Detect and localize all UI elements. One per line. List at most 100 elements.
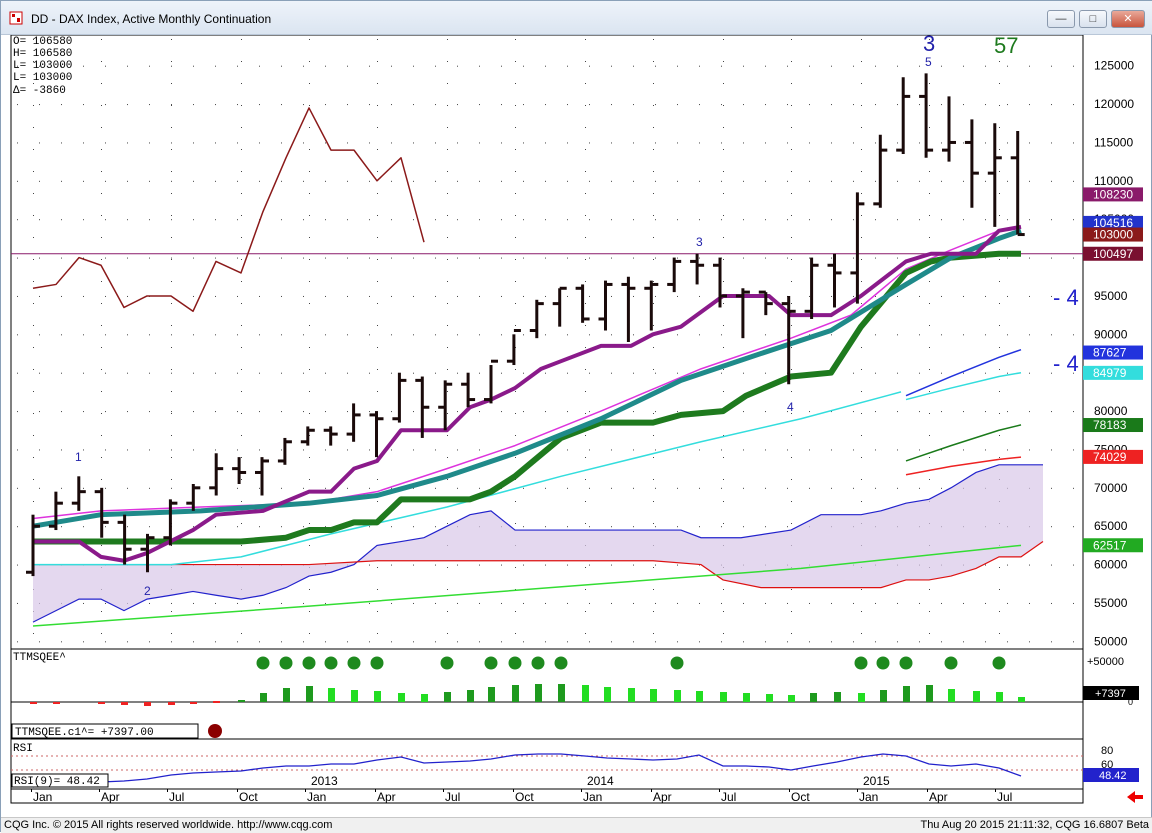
grid-dot: [633, 295, 634, 297]
grid-dot: [567, 641, 568, 643]
grid-dot: [435, 334, 436, 336]
ttm-squeeze-dot: [302, 656, 316, 670]
grid-dot: [515, 149, 516, 150]
grid-dot: [39, 142, 40, 144]
grid-dot: [853, 257, 854, 259]
grid-dot: [105, 372, 106, 374]
grid-dot: [127, 526, 128, 528]
price-tick-label: 50000: [1094, 634, 1128, 648]
grid-dot: [215, 295, 216, 297]
grid-dot: [677, 449, 678, 451]
grid-dot: [39, 180, 40, 182]
chart-svg[interactable]: O= 106580 H= 106580 L= 103000 L= 103000 …: [1, 31, 1152, 817]
grid-dot: [963, 295, 964, 297]
grid-dot: [567, 219, 568, 221]
grid-dot: [941, 65, 942, 67]
grid-dot: [281, 411, 282, 413]
grid-dot: [929, 435, 930, 436]
grid-dot: [303, 257, 304, 259]
title-bar[interactable]: DD - DAX Index, Active Monthly Continuat…: [1, 1, 1152, 35]
grid-dot: [369, 295, 370, 297]
grid-dot: [171, 180, 172, 182]
grid-dot: [309, 105, 310, 106]
grid-dot: [999, 149, 1000, 150]
ttm-squeeze-dot: [554, 656, 568, 670]
grid-dot: [347, 641, 348, 643]
grid-dot: [897, 487, 898, 489]
minimize-button[interactable]: —: [1047, 10, 1075, 28]
time-axis-tick: [443, 789, 444, 792]
grid-dot: [699, 295, 700, 297]
grid-dot: [633, 104, 634, 106]
grid-dot: [633, 487, 634, 489]
grid-dot: [567, 526, 568, 528]
grid-dot: [985, 295, 986, 297]
grid-dot: [677, 526, 678, 528]
ttm-histogram-bar: [467, 690, 474, 702]
grid-dot: [831, 104, 832, 106]
maximize-button[interactable]: □: [1079, 10, 1107, 28]
grid-dot: [633, 65, 634, 67]
grid-dot: [369, 65, 370, 67]
grid-dot: [447, 193, 448, 194]
grid-dot: [447, 39, 448, 40]
grid-dot: [309, 215, 310, 216]
grid-dot: [589, 257, 590, 259]
grid-dot: [391, 295, 392, 297]
grid-dot: [413, 219, 414, 221]
scroll-right-arrow-icon[interactable]: [1127, 791, 1143, 803]
grid-dot: [723, 149, 724, 150]
grid-dot: [1073, 372, 1074, 374]
grid-dot: [853, 142, 854, 144]
chart-area[interactable]: O= 106580 H= 106580 L= 103000 L= 103000 …: [1, 31, 1152, 817]
grid-dot: [791, 501, 792, 502]
grid-dot: [653, 83, 654, 84]
grid-dot: [677, 180, 678, 182]
grid-dot: [633, 219, 634, 221]
grid-dot: [523, 257, 524, 259]
grid-dot: [919, 334, 920, 336]
grid-dot: [171, 219, 172, 221]
grid-dot: [325, 526, 326, 528]
ttm-squeeze-dot: [992, 656, 1006, 670]
grid-dot: [83, 219, 84, 221]
grid-dot: [515, 523, 516, 524]
ttm-squeeze-dot: [531, 656, 545, 670]
grid-dot: [281, 257, 282, 259]
ttm-histogram-bar: [328, 688, 335, 702]
grid-dot: [791, 127, 792, 128]
grid-dot: [457, 372, 458, 374]
grid-dot: [699, 65, 700, 67]
grid-dot: [369, 142, 370, 144]
grid-dot: [721, 526, 722, 528]
grid-dot: [653, 435, 654, 436]
grid-dot: [105, 602, 106, 604]
grid-dot: [33, 369, 34, 370]
grid-dot: [743, 372, 744, 374]
grid-dot: [523, 104, 524, 106]
grid-dot: [369, 449, 370, 451]
grid-dot: [653, 39, 654, 40]
grid-dot: [999, 435, 1000, 436]
grid-dot: [985, 641, 986, 643]
grid-dot: [999, 611, 1000, 612]
grid-dot: [413, 295, 414, 297]
wave-label-57: 57: [994, 35, 1018, 58]
grid-dot: [1051, 564, 1052, 566]
grid-dot: [377, 325, 378, 326]
grid-dot: [303, 295, 304, 297]
grid-dot: [831, 65, 832, 67]
grid-dot: [193, 526, 194, 528]
grid-dot: [259, 411, 260, 413]
grid-dot: [545, 564, 546, 566]
price-axis[interactable]: 1250001200001150001100001050009500090000…: [1094, 59, 1134, 649]
grid-dot: [325, 372, 326, 374]
grid-dot: [101, 281, 102, 282]
rsi-pane[interactable]: [10, 738, 1084, 790]
grid-dot: [435, 65, 436, 67]
grid-dot: [963, 372, 964, 374]
grid-dot: [999, 567, 1000, 568]
grid-dot: [241, 237, 242, 238]
grid-dot: [929, 127, 930, 128]
close-button[interactable]: ✕: [1111, 10, 1145, 28]
